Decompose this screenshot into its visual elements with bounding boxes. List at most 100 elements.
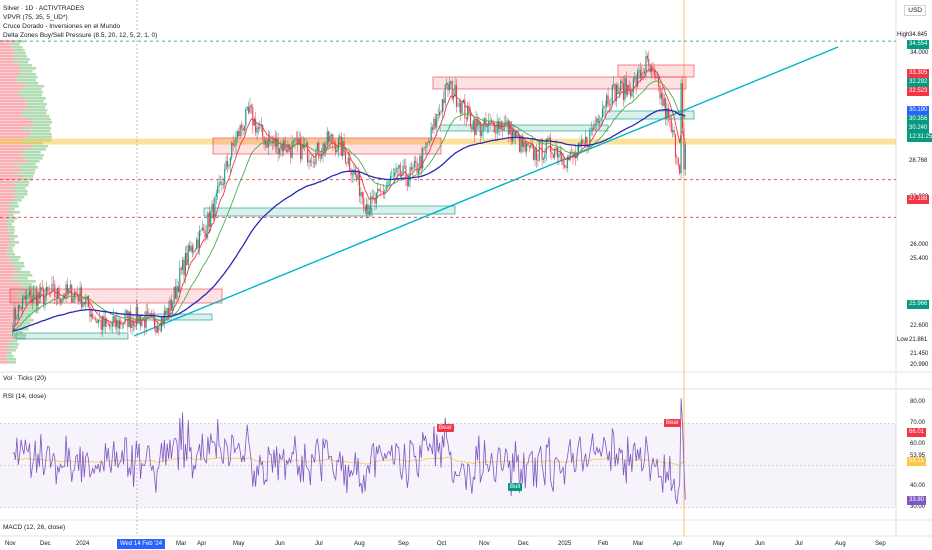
volume-profile-bar-sell (0, 151, 23, 154)
volume-profile-bar-sell (0, 211, 13, 214)
candle-body (402, 165, 404, 176)
volume-profile-bar-sell (0, 172, 15, 175)
candle-body (381, 191, 383, 192)
candle-body (622, 82, 625, 100)
candle-body (663, 98, 665, 106)
candle-body (431, 127, 434, 130)
candle-body (509, 121, 511, 135)
candle-body (403, 165, 406, 167)
candle-body (62, 296, 64, 300)
candle-body (672, 130, 674, 132)
candle-body (492, 120, 494, 123)
candle-body (68, 288, 70, 293)
candle-body (307, 143, 309, 163)
symbol-title[interactable]: Silver · 1D · ACTIVTRADES (3, 5, 85, 12)
volume-profile-bar-sell (0, 55, 13, 58)
candle-body (54, 284, 56, 297)
price-tag: 30.240 (907, 124, 930, 133)
volume-profile-bar-buy (11, 346, 18, 349)
candle-body (684, 144, 686, 170)
time-axis-label: Aug (835, 541, 846, 547)
candle-body (170, 299, 172, 311)
candle-body (125, 310, 127, 313)
volume-profile-bar-sell (0, 106, 30, 109)
volume-profile-bar-buy (18, 58, 30, 61)
candle-body (205, 233, 208, 238)
candle-body (281, 143, 283, 152)
volume-profile-bar-buy (23, 97, 46, 100)
currency-label[interactable]: USD (904, 5, 926, 16)
volume-profile-bar-buy (23, 286, 38, 289)
candle-body (551, 152, 553, 154)
delta-zones-indicator[interactable]: Delta Zones Buy/Sell Pressure (8.5, 20, … (3, 32, 158, 39)
candle-body (434, 118, 436, 128)
volume-profile-bar-sell (0, 334, 14, 337)
volume-profile-bar-buy (15, 49, 25, 52)
cruce-dorado-indicator[interactable]: Cruce Dorado - Inversiones en el Mundo (3, 23, 121, 30)
volume-profile-bar-buy (23, 109, 48, 112)
rsi-pane-title[interactable]: RSI (14, close) (3, 393, 46, 400)
vpvr-indicator[interactable]: VPVR (75, 35, 5_UD*) (3, 14, 68, 21)
volume-profile-bar-sell (0, 43, 12, 46)
candle-body (374, 197, 376, 204)
volume-profile-bar-sell (0, 160, 28, 163)
candle-body (370, 196, 372, 212)
candle-body (241, 124, 243, 129)
candle-body (677, 158, 679, 165)
volume-profile-bar-sell (0, 244, 9, 247)
volume-profile-bar-sell (0, 46, 12, 49)
candle-body (485, 118, 487, 128)
volume-profile-bar-sell (0, 82, 23, 85)
candle-body (271, 141, 274, 144)
macd-pane-title[interactable]: MACD (12, 26, close) (3, 524, 66, 531)
candle-body (448, 83, 450, 91)
candle-body (457, 106, 459, 107)
candle-body (208, 212, 210, 227)
candle-body (556, 147, 559, 158)
volume-profile-bar-sell (0, 136, 26, 139)
candle-body (563, 165, 566, 168)
candle-body (629, 88, 632, 97)
volume-profile-bar-sell (0, 208, 9, 211)
time-axis-label: Jul (795, 541, 803, 547)
volume-profile-bar-buy (7, 253, 16, 256)
price-tag: 28.768 (907, 157, 930, 166)
candle-body (659, 86, 661, 99)
volume-profile-bar-sell (0, 352, 7, 355)
candle-body (266, 140, 268, 148)
candle-body (645, 55, 647, 72)
candle-body (256, 127, 258, 133)
volume-profile-bar-buy (7, 343, 19, 346)
candle-body (380, 190, 382, 192)
volume-pane-title[interactable]: Vol · Ticks (20) (3, 375, 46, 382)
candle-body (433, 118, 435, 130)
time-axis-label: Jul (315, 541, 323, 547)
candle-body (243, 125, 245, 131)
volume-profile-bar-buy (23, 175, 34, 178)
candle-body (649, 65, 651, 73)
candle-body (606, 95, 608, 107)
volume-profile-bar-buy (29, 106, 46, 109)
candle-body (482, 123, 484, 132)
price-tag: 32.292 (907, 78, 930, 87)
price-tag: 34.554 (907, 40, 930, 49)
candle-body (224, 168, 226, 184)
candle-body (78, 295, 80, 302)
delta-zone (432, 76, 687, 90)
volume-profile-bar-sell (0, 289, 16, 292)
volume-profile-bar-buy (6, 247, 13, 250)
candle-body (458, 102, 460, 107)
candle-body (314, 162, 316, 164)
volume-profile-bar-sell (0, 214, 7, 217)
rsi-tag: 52.21 (907, 456, 927, 466)
candle-body (413, 160, 415, 168)
candle-body (625, 78, 627, 95)
volume-profile-bar-buy (8, 259, 19, 262)
candle-body (481, 131, 483, 136)
candle-body (363, 197, 365, 208)
candle-body (483, 118, 486, 124)
volume-profile-bar-sell (0, 163, 15, 166)
volume-profile-bar-sell (0, 130, 32, 133)
candle-body (417, 170, 420, 174)
